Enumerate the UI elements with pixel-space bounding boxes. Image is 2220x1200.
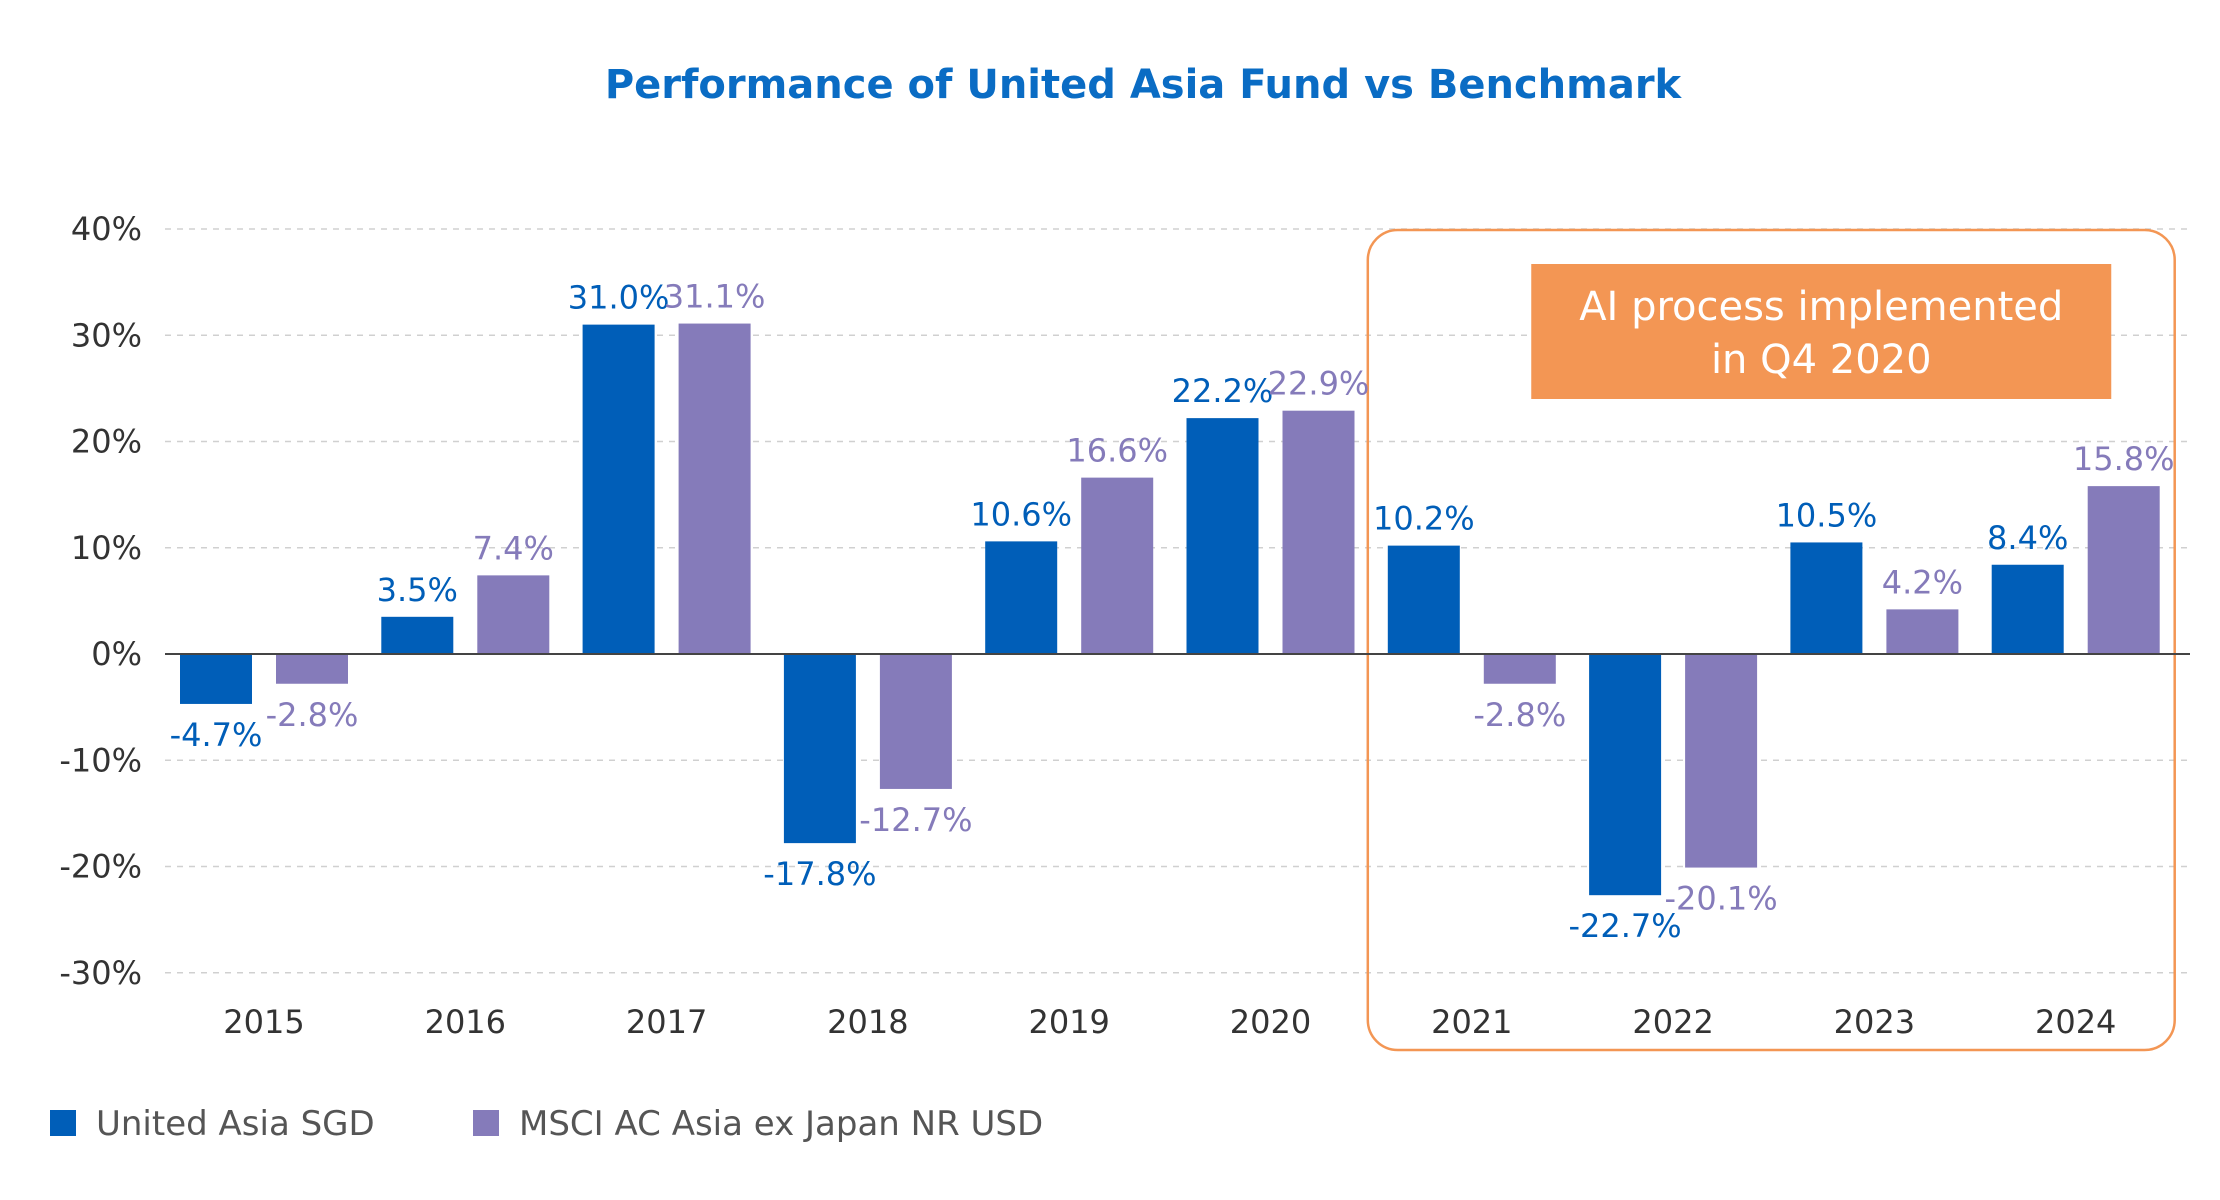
data-label: 8.4% (1987, 519, 2068, 557)
data-label: -4.7% (170, 716, 263, 754)
x-tick-label: 2024 (2035, 1003, 2116, 1041)
bar-fund-2023 (1790, 542, 1863, 654)
data-label: -22.7% (1568, 907, 1681, 945)
y-tick-label: 20% (71, 423, 142, 461)
chart-title: Performance of United Asia Fund vs Bench… (605, 62, 1683, 108)
data-labels: -4.7%-2.8%3.5%7.4%31.0%31.1%-17.8%-12.7%… (170, 278, 2175, 946)
x-tick-label: 2022 (1632, 1003, 1713, 1041)
y-tick-label: -20% (59, 848, 142, 886)
bar-benchmark-2015 (276, 654, 348, 684)
bar-benchmark-2017 (678, 323, 751, 654)
y-tick-label: -10% (59, 741, 142, 779)
data-label: 15.8% (2073, 440, 2175, 478)
y-tick-label: 10% (71, 529, 142, 567)
data-label: -17.8% (763, 855, 876, 893)
x-tick-label: 2019 (1028, 1003, 1109, 1041)
data-label: 22.9% (1268, 365, 1370, 403)
y-tick-label: 0% (91, 635, 142, 673)
highlight-region: AI process implemented in Q4 2020 (1366, 228, 2176, 1052)
bar-benchmark-2018 (879, 654, 952, 789)
data-label: 10.2% (1373, 500, 1475, 538)
x-tick-label: 2021 (1431, 1003, 1512, 1041)
axes: 40% 30% 20% 10% 0% -10% -20% -30% 2015 2016 2017 20… (59, 210, 2190, 1041)
bar-benchmark-2016 (477, 575, 550, 654)
data-label: 10.6% (970, 495, 1072, 533)
x-tick-label: 2023 (1834, 1003, 1915, 1041)
legend-label: MSCI AC Asia ex Japan NR USD (519, 1104, 1043, 1144)
bar-fund-2017 (582, 324, 655, 654)
bar-fund-2022 (1589, 654, 1662, 896)
bar-benchmark-2019 (1081, 477, 1154, 654)
bar-fund-2021 (1387, 545, 1460, 654)
bar-fund-2015 (180, 654, 252, 704)
bar-fund-2019 (985, 541, 1058, 654)
y-tick-label: -30% (59, 954, 142, 992)
highlight-frame (1366, 228, 2176, 1052)
x-tick-label: 2015 (223, 1003, 304, 1041)
data-label: 31.0% (568, 279, 670, 317)
bar-benchmark-2022 (1685, 654, 1758, 868)
data-label: 3.5% (377, 571, 458, 609)
x-tick-label: 2020 (1230, 1003, 1311, 1041)
x-tick-label: 2017 (626, 1003, 707, 1041)
data-label: -2.8% (1473, 696, 1566, 734)
data-label: 4.2% (1882, 563, 1963, 601)
bar-fund-2016 (381, 616, 454, 654)
grid (165, 228, 2190, 974)
legend-swatch (473, 1110, 499, 1136)
legend: United Asia SGD MSCI AC Asia ex Japan NR … (50, 1104, 1043, 1144)
bar-benchmark-2020 (1282, 410, 1355, 654)
legend-swatch (50, 1110, 76, 1136)
x-tick-label: 2018 (827, 1003, 908, 1041)
annotation-box (1531, 264, 2112, 399)
data-label: 10.5% (1776, 496, 1878, 534)
bar-fund-2018 (783, 654, 856, 844)
bar-benchmark-2021 (1483, 654, 1556, 684)
data-label: 16.6% (1066, 432, 1168, 470)
x-tick-label: 2016 (425, 1003, 506, 1041)
data-label: 31.1% (664, 278, 766, 316)
legend-label: United Asia SGD (96, 1104, 375, 1144)
data-label: 22.2% (1172, 372, 1274, 410)
data-label: -20.1% (1664, 880, 1777, 918)
annotation-text: AI process implemented (1579, 284, 2063, 330)
bar-fund-2020 (1186, 418, 1259, 654)
y-tick-label: 30% (71, 316, 142, 354)
y-tick-label: 40% (71, 210, 142, 248)
bar-benchmark-2023 (1886, 609, 1959, 654)
data-label: -12.7% (859, 801, 972, 839)
data-label: -2.8% (266, 696, 359, 734)
bar-benchmark-2024 (2087, 486, 2160, 654)
data-label: 7.4% (473, 529, 554, 567)
bar-fund-2024 (1991, 564, 2064, 654)
bars (180, 323, 2160, 896)
annotation-text: in Q4 2020 (1711, 337, 1932, 383)
